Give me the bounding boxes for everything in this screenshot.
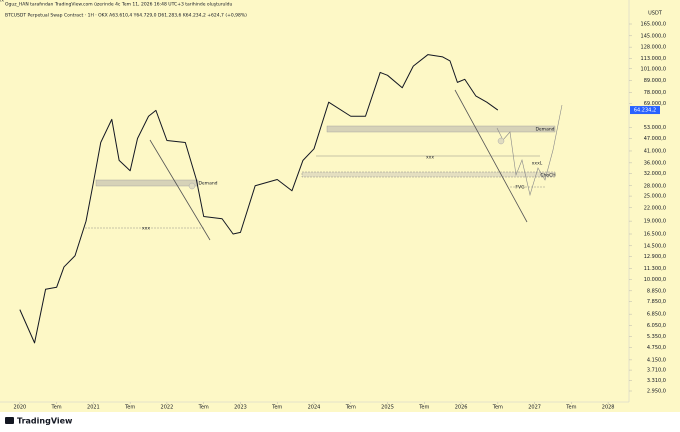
y-tick-label: 145.000,0 bbox=[641, 33, 666, 39]
x-tick-label: 2028 bbox=[602, 405, 615, 411]
y-tick-label: 19.000,0 bbox=[644, 219, 666, 225]
x-tick-label: 2020 bbox=[13, 405, 26, 411]
y-tick-label: 25.000,0 bbox=[644, 194, 666, 200]
last-price-label: 64.234,2 bbox=[634, 108, 656, 114]
x-tick-label: 2024 bbox=[308, 405, 321, 411]
y-tick-label: 41.000,0 bbox=[644, 148, 666, 154]
y-tick-label: 6.850,0 bbox=[647, 312, 666, 318]
demand-zone bbox=[95, 179, 199, 187]
fvg-zone bbox=[301, 171, 556, 178]
y-tick-label: 12.900,0 bbox=[644, 254, 666, 260]
y-tick-label: 11.300,0 bbox=[644, 266, 666, 272]
last-price-box bbox=[630, 106, 660, 115]
y-tick-label: 5.350,0 bbox=[647, 334, 666, 340]
y-tick-label: 78.000,0 bbox=[644, 90, 666, 96]
y-tick-label: 7.850,0 bbox=[647, 299, 666, 305]
x-tick-label: Tem bbox=[345, 405, 356, 411]
annotation: xxx bbox=[426, 156, 434, 161]
annotation: xxx bbox=[142, 227, 150, 232]
y-tick-label: 3.710,0 bbox=[647, 368, 666, 374]
y-tick-label: 69.000,0 bbox=[644, 101, 666, 107]
x-tick-label: Tem bbox=[492, 405, 503, 411]
footer bbox=[0, 412, 680, 432]
annotation: FVG bbox=[515, 185, 525, 191]
y-tick-label: 4.750,0 bbox=[647, 345, 666, 351]
x-tick-label: 2023 bbox=[234, 405, 247, 411]
y-tick-label: 4.150,0 bbox=[647, 357, 666, 363]
annotation: Demand bbox=[198, 181, 217, 187]
projection-path bbox=[496, 104, 563, 197]
y-tick-label: 32.000,0 bbox=[644, 171, 666, 177]
y-tick-label: 128.000,0 bbox=[641, 45, 666, 51]
y-tick-label: 53.000,0 bbox=[644, 125, 666, 131]
trend-line bbox=[149, 139, 211, 241]
brand: TradingView bbox=[17, 417, 73, 426]
y-tick-label: 10.000,0 bbox=[644, 277, 666, 283]
chart-background bbox=[0, 0, 680, 412]
x-tick-label: 2021 bbox=[87, 405, 100, 411]
y-tick-label: 165.000,0 bbox=[641, 22, 666, 28]
y-tick-label: 89.000,0 bbox=[644, 78, 666, 84]
x-tick-label: 2025 bbox=[381, 405, 394, 411]
x-tick-label: 2022 bbox=[161, 405, 174, 411]
brand-logo bbox=[5, 417, 14, 424]
y-tick-label: 22.000,0 bbox=[644, 205, 666, 211]
x-tick-label: Tem bbox=[418, 405, 429, 411]
annotation: Demand bbox=[535, 127, 554, 133]
y-tick-label: 14.500,0 bbox=[644, 243, 666, 249]
x-tick-label: Tem bbox=[124, 405, 135, 411]
y-tick-label: 47.000,0 bbox=[644, 136, 666, 142]
x-tick-label: Tem bbox=[271, 405, 282, 411]
caption: Oguz_HAN tarafından TradingView.com üzer… bbox=[5, 2, 233, 8]
x-tick-label: 2026 bbox=[455, 405, 468, 411]
demand-zone bbox=[326, 125, 556, 133]
y-tick-label: 6.050,0 bbox=[647, 323, 666, 329]
y-tick-label: 2.950,0 bbox=[647, 389, 666, 395]
annotation: xxx bbox=[0, 0, 4, 4]
y-tick-label: 8.850,0 bbox=[647, 288, 666, 294]
symbol-info: BTCUSDT Perpetual Swap Contract · 1H · O… bbox=[5, 13, 247, 19]
annotation: ChoCH bbox=[540, 173, 555, 179]
x-tick-label: Tem bbox=[565, 405, 576, 411]
y-tick-label: 101.000,0 bbox=[641, 66, 666, 72]
y-tick-label: 16.500,0 bbox=[644, 231, 666, 237]
y-tick-label: 113.000,0 bbox=[641, 56, 666, 62]
marker bbox=[188, 182, 196, 190]
x-tick-label: Tem bbox=[198, 405, 209, 411]
marker bbox=[497, 137, 505, 145]
y-tick-label: 28.000,0 bbox=[644, 183, 666, 189]
x-tick-label: 2027 bbox=[528, 405, 541, 411]
y-tick-label: 3.310,0 bbox=[647, 378, 666, 384]
price-line bbox=[19, 54, 499, 344]
drawings bbox=[85, 89, 563, 241]
x-tick-label: Tem bbox=[51, 405, 62, 411]
y-unit: USDT bbox=[648, 11, 663, 17]
annotation: xxxL bbox=[532, 161, 543, 167]
y-tick-label: 36.000,0 bbox=[644, 160, 666, 166]
